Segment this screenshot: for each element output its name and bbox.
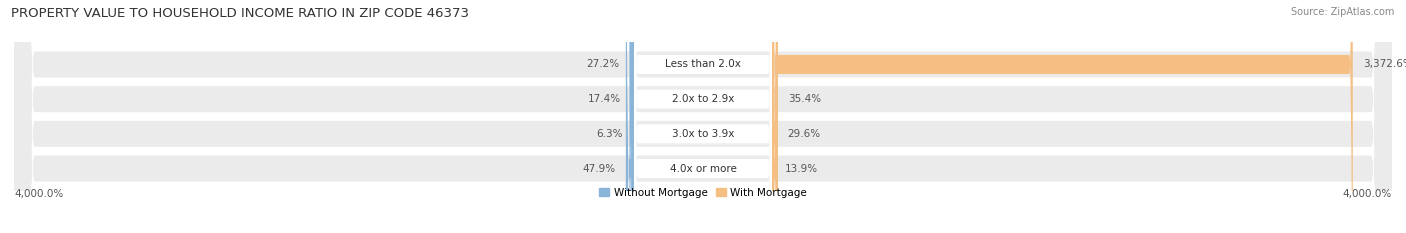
- Text: 4,000.0%: 4,000.0%: [1343, 189, 1392, 199]
- FancyBboxPatch shape: [772, 0, 1353, 233]
- Text: 4.0x or more: 4.0x or more: [669, 164, 737, 174]
- Text: 13.9%: 13.9%: [785, 164, 818, 174]
- Text: 3,372.6%: 3,372.6%: [1362, 59, 1406, 69]
- Text: 17.4%: 17.4%: [588, 94, 621, 104]
- FancyBboxPatch shape: [634, 0, 772, 233]
- Text: PROPERTY VALUE TO HOUSEHOLD INCOME RATIO IN ZIP CODE 46373: PROPERTY VALUE TO HOUSEHOLD INCOME RATIO…: [11, 7, 470, 20]
- Text: 4,000.0%: 4,000.0%: [14, 189, 63, 199]
- FancyBboxPatch shape: [634, 0, 772, 233]
- Legend: Without Mortgage, With Mortgage: Without Mortgage, With Mortgage: [599, 188, 807, 198]
- Text: Source: ZipAtlas.com: Source: ZipAtlas.com: [1291, 7, 1395, 17]
- Text: 2.0x to 2.9x: 2.0x to 2.9x: [672, 94, 734, 104]
- FancyBboxPatch shape: [626, 0, 634, 233]
- Text: 47.9%: 47.9%: [582, 164, 616, 174]
- FancyBboxPatch shape: [631, 0, 634, 233]
- FancyBboxPatch shape: [770, 0, 775, 233]
- FancyBboxPatch shape: [631, 0, 637, 233]
- Text: 3.0x to 3.9x: 3.0x to 3.9x: [672, 129, 734, 139]
- FancyBboxPatch shape: [14, 0, 1392, 233]
- FancyBboxPatch shape: [634, 0, 772, 233]
- FancyBboxPatch shape: [634, 0, 772, 233]
- FancyBboxPatch shape: [772, 0, 778, 233]
- Text: 35.4%: 35.4%: [789, 94, 821, 104]
- FancyBboxPatch shape: [630, 0, 634, 233]
- FancyBboxPatch shape: [14, 0, 1392, 233]
- FancyBboxPatch shape: [14, 0, 1392, 233]
- FancyBboxPatch shape: [772, 0, 778, 233]
- Text: Less than 2.0x: Less than 2.0x: [665, 59, 741, 69]
- Text: 29.6%: 29.6%: [787, 129, 821, 139]
- Text: 27.2%: 27.2%: [586, 59, 619, 69]
- FancyBboxPatch shape: [14, 0, 1392, 233]
- Text: 6.3%: 6.3%: [596, 129, 623, 139]
